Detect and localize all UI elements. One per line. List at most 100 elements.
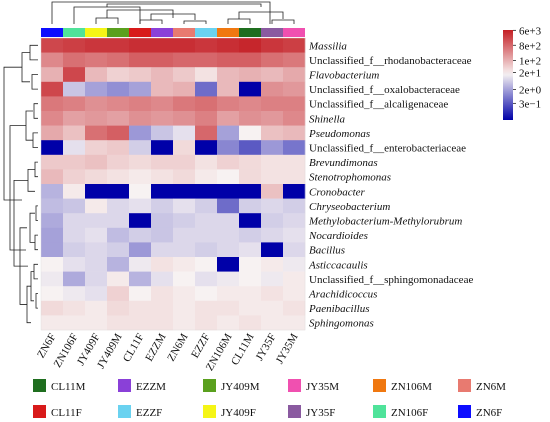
heatmap-cell bbox=[151, 125, 174, 141]
heatmap-cell bbox=[41, 271, 64, 287]
row-dendrogram bbox=[3, 44, 38, 324]
heatmap-cell bbox=[239, 169, 262, 185]
heatmap-cell bbox=[173, 169, 196, 185]
heatmap-cell bbox=[195, 300, 218, 316]
dendrogram-link bbox=[34, 161, 38, 178]
heatmap-cell bbox=[41, 81, 64, 97]
legend-swatch bbox=[118, 379, 131, 392]
dendrogram-link bbox=[106, 3, 262, 7]
row-label: Paenibacillus bbox=[308, 303, 370, 315]
heatmap-cell bbox=[85, 81, 108, 97]
heatmap-cell bbox=[195, 111, 218, 126]
heatmap-cell bbox=[41, 140, 64, 156]
heatmap-cell bbox=[63, 184, 86, 199]
heatmap-cell bbox=[63, 213, 86, 229]
heatmap-cell bbox=[239, 140, 262, 156]
legend-swatch bbox=[458, 405, 471, 418]
legend-swatch bbox=[203, 405, 216, 418]
heatmap-cell bbox=[195, 198, 218, 214]
heatmap-cell bbox=[151, 184, 174, 199]
group-strip-CL11F bbox=[129, 28, 151, 37]
heatmap-cell bbox=[63, 67, 86, 83]
dendrogram-link bbox=[139, 19, 163, 24]
heatmap-cell bbox=[107, 111, 130, 126]
heatmap-cell bbox=[129, 315, 152, 331]
column-label: ZN6M bbox=[165, 331, 190, 363]
heatmap-cell bbox=[85, 52, 108, 68]
heatmap-cell bbox=[261, 184, 284, 199]
heatmap-cell bbox=[261, 38, 284, 53]
heatmap-cell bbox=[173, 52, 196, 68]
heatmap-cell bbox=[283, 81, 306, 97]
heatmap-cell bbox=[217, 286, 240, 302]
heatmap-cell bbox=[261, 169, 284, 185]
dendrogram-link bbox=[34, 234, 38, 251]
heatmap-cell bbox=[217, 242, 240, 258]
legend-swatch bbox=[288, 379, 301, 392]
heatmap-cell bbox=[107, 286, 130, 302]
heatmap-cell bbox=[41, 154, 64, 170]
heatmap-cell bbox=[239, 198, 262, 214]
dendrogram-link bbox=[9, 125, 26, 251]
heatmap-cell bbox=[41, 184, 64, 199]
heatmap-cell bbox=[129, 38, 152, 53]
row-label: Unclassified_f__sphingomonadaceae bbox=[309, 274, 473, 286]
heatmap-cell bbox=[173, 227, 196, 243]
legend-label: ZN106M bbox=[391, 381, 432, 393]
heatmap-cell bbox=[173, 198, 196, 214]
group-strip-ZN106M bbox=[217, 28, 239, 37]
heatmap-cell bbox=[173, 154, 196, 170]
heatmap-cell bbox=[173, 300, 196, 316]
heatmap-cell bbox=[217, 169, 240, 185]
heatmap-cell bbox=[239, 111, 262, 126]
row-label: Arachidicoccus bbox=[308, 289, 377, 301]
heatmap-cell bbox=[63, 286, 86, 302]
heatmap-cell bbox=[283, 125, 306, 141]
heatmap-cell bbox=[41, 227, 64, 243]
dendrogram-link bbox=[29, 44, 38, 61]
legend-label: EZZF bbox=[136, 407, 162, 419]
heatmap-cell bbox=[63, 227, 86, 243]
heatmap-cell bbox=[217, 315, 240, 331]
heatmap-cell bbox=[283, 154, 306, 170]
heatmap-cell bbox=[151, 271, 174, 287]
heatmap-cell bbox=[41, 286, 64, 302]
row-label: Sphingomonas bbox=[309, 318, 374, 330]
heatmap-cell bbox=[261, 125, 284, 141]
heatmap-cell bbox=[41, 38, 64, 53]
heatmap-cell bbox=[85, 213, 108, 229]
heatmap-cell bbox=[283, 271, 306, 287]
heatmap-cell bbox=[41, 300, 64, 316]
heatmap-cell bbox=[85, 96, 108, 112]
heatmap-cell bbox=[151, 67, 174, 83]
heatmap-cell bbox=[195, 227, 218, 243]
heatmap-cell bbox=[63, 198, 86, 214]
heatmap-cell bbox=[261, 198, 284, 214]
heatmap-cell bbox=[151, 198, 174, 214]
heatmap-cell bbox=[261, 111, 284, 126]
heatmap-cell bbox=[283, 242, 306, 258]
heatmap-cell bbox=[283, 315, 306, 331]
heatmap-cell bbox=[217, 227, 240, 243]
heatmap-cell bbox=[85, 169, 108, 185]
heatmap-cell bbox=[283, 140, 306, 156]
row-label: Unclassified_f__rhodanobacteraceae bbox=[309, 55, 472, 67]
heatmap-cell bbox=[217, 300, 240, 316]
heatmap-cell bbox=[41, 242, 64, 258]
heatmap-cell bbox=[129, 125, 152, 141]
heatmap-cell bbox=[173, 81, 196, 97]
row-label: Pseudomonas bbox=[308, 128, 370, 140]
colorbar-tick-label: 1e+2 bbox=[519, 56, 541, 68]
heatmap-cell bbox=[151, 300, 174, 316]
heatmap-cell bbox=[195, 242, 218, 258]
row-label: Chryseobacterium bbox=[309, 201, 390, 213]
heatmap-cell bbox=[239, 38, 262, 53]
heatmap-cell bbox=[129, 154, 152, 170]
heatmap-cell bbox=[173, 140, 196, 156]
heatmap-cell bbox=[283, 67, 306, 83]
heatmap-cell bbox=[195, 184, 218, 199]
heatmap-cell bbox=[129, 300, 152, 316]
row-label: Bacillus bbox=[309, 245, 345, 257]
heatmap-cell bbox=[173, 213, 196, 229]
heatmap-cell bbox=[41, 111, 64, 126]
